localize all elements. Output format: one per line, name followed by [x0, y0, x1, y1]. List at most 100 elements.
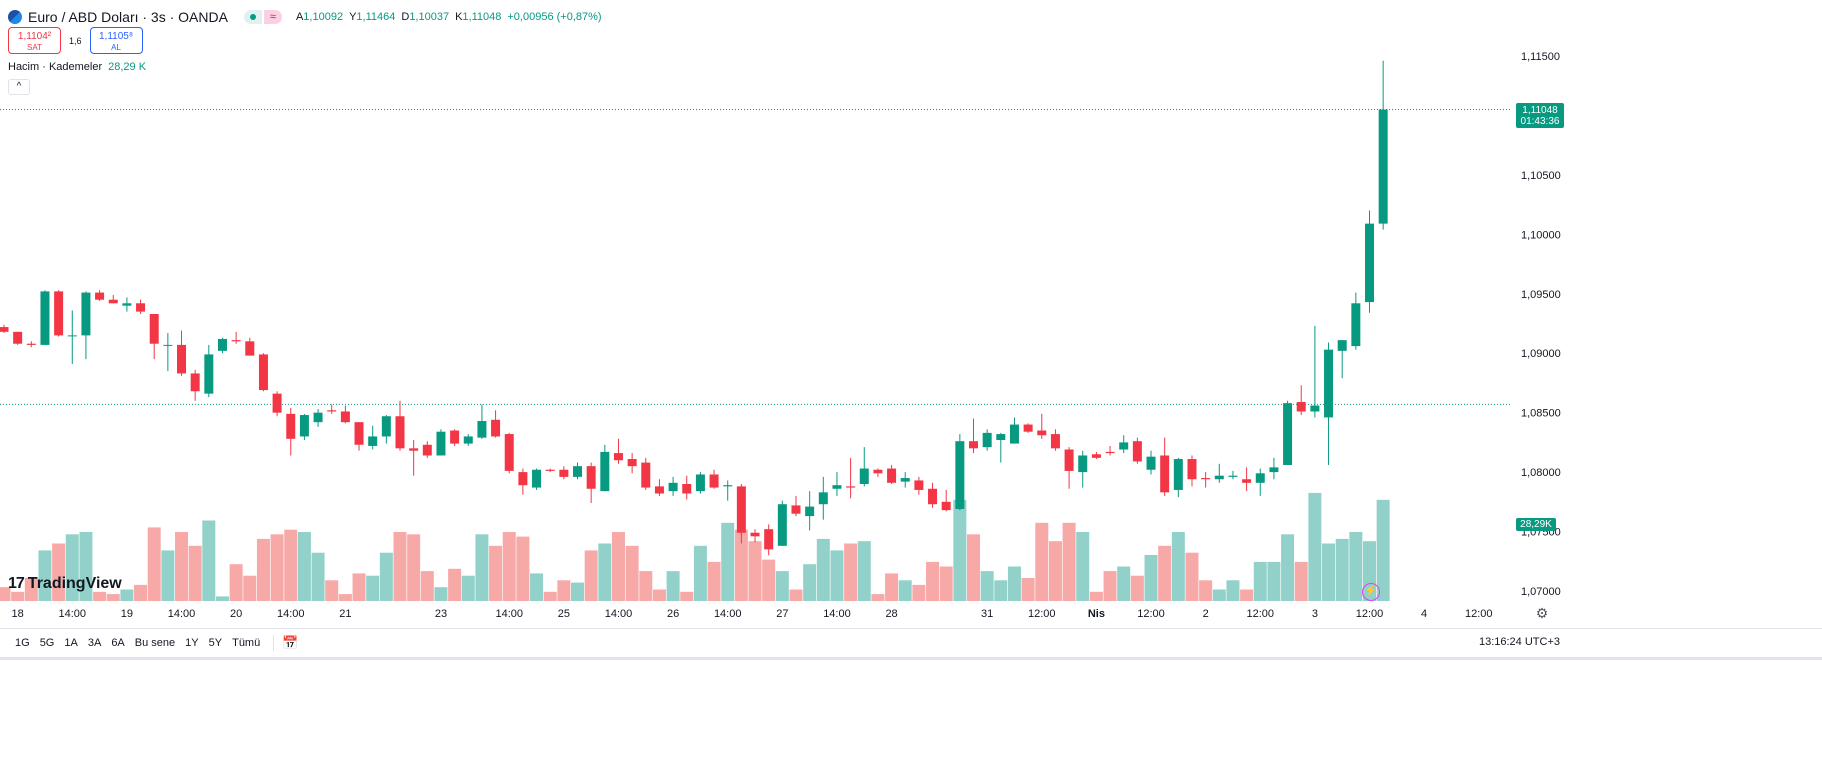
candle-body	[1160, 455, 1170, 493]
candle-body	[900, 478, 910, 482]
volume-bar	[844, 543, 858, 601]
volume-bar	[188, 545, 202, 601]
volume-bar	[256, 538, 270, 601]
candle-body	[67, 335, 77, 337]
volume-bar	[270, 534, 284, 601]
range-button[interactable]: 1A	[64, 636, 78, 649]
date-range-buttons: 1G 5G 1A 3A 6A Bu sene 1Y 5Y Tümü	[10, 637, 265, 649]
volume-bar	[1267, 561, 1281, 601]
sell-button[interactable]: 1,1104² SAT	[8, 27, 61, 54]
candle-body	[559, 469, 569, 477]
range-button[interactable]: 6A	[111, 636, 125, 649]
volume-bar	[967, 534, 981, 601]
volume-bar	[611, 532, 625, 601]
range-button[interactable]: 5G	[39, 636, 55, 649]
candle-body	[545, 469, 555, 471]
price-axis-label: 1,08500	[1521, 408, 1561, 420]
candle-body	[805, 506, 815, 517]
candle-body	[368, 436, 378, 446]
divider	[273, 634, 275, 651]
candle-body	[1378, 109, 1388, 224]
candle-body	[272, 393, 282, 413]
market-status[interactable]: ≈	[243, 10, 282, 24]
gear-icon[interactable]: ⚙	[1535, 605, 1549, 621]
candle-body	[818, 492, 828, 505]
volume-bar	[1226, 580, 1240, 601]
candle-body	[381, 416, 391, 437]
volume-legend[interactable]: Hacim · Kademeler 28,29 K	[8, 61, 146, 73]
volume-bar	[338, 594, 352, 601]
candle-body	[1105, 451, 1115, 454]
buy-button[interactable]: 1,1105⁸ AL	[89, 27, 143, 54]
calendar-goto-icon[interactable]: 📅	[282, 634, 299, 650]
candle-body	[1269, 467, 1279, 473]
ohlc-value: 1,11048	[462, 11, 502, 23]
volume-bar	[857, 541, 871, 601]
tradingview-logo[interactable]: 17 TradingView	[8, 575, 122, 593]
ohlc-key: D	[401, 11, 410, 23]
candle-body	[1201, 478, 1211, 480]
volume-bar	[680, 591, 694, 601]
time-axis-label: 31	[981, 608, 993, 620]
time-axis-label: 26	[667, 608, 679, 620]
volume-bar	[215, 596, 229, 601]
candle-body	[340, 411, 350, 423]
ohlc-item: A1,10092	[296, 11, 343, 23]
candle-body	[286, 413, 296, 439]
candle-body	[641, 462, 651, 488]
volume-bar	[243, 575, 257, 601]
candle-body	[518, 472, 528, 486]
candlestick-chart[interactable]: 1,115001,110001,105001,100001,095001,090…	[0, 0, 1822, 630]
candle-body	[13, 331, 23, 344]
price-axis-label: 1,10500	[1521, 170, 1561, 182]
range-button[interactable]: 1G	[15, 636, 30, 649]
price-axis-label: 1,08000	[1521, 467, 1561, 479]
time-axis-label: 25	[558, 608, 570, 620]
time-axis-label: 28	[885, 608, 897, 620]
candle-body	[873, 469, 883, 474]
candle-body	[1283, 403, 1293, 465]
range-button[interactable]: Bu sene	[134, 636, 176, 649]
candle-body	[245, 341, 255, 356]
volume-bar	[134, 584, 148, 601]
volume-bar	[420, 571, 434, 601]
volume-bar	[0, 587, 11, 601]
range-button[interactable]: Tümü	[232, 636, 261, 649]
time-axis-label: 23	[435, 608, 447, 620]
utc-clock[interactable]: 13:16:24 UTC+3	[1478, 636, 1560, 648]
volume-bar	[530, 573, 544, 601]
sell-label: SAT	[27, 43, 42, 52]
range-button[interactable]: 5Y	[208, 636, 223, 649]
volume-bar	[707, 561, 721, 601]
volume-bar	[721, 522, 735, 601]
symbol-title[interactable]: Euro / ABD Doları · 3s · OANDA	[28, 9, 228, 25]
time-axis-label: 14:00	[714, 608, 742, 620]
time-axis-label: 12:00	[1356, 608, 1384, 620]
logo-text: TradingView	[27, 575, 122, 592]
volume-bar	[1171, 532, 1185, 601]
currency-flag-icon	[8, 10, 22, 24]
volume-bar	[366, 575, 380, 601]
lightning-icon[interactable]: ⚡	[1362, 583, 1380, 601]
range-button[interactable]: 1Y	[185, 636, 199, 649]
volume-bar	[393, 532, 407, 601]
trade-buttons: 1,1104² SAT 1,6 1,1105⁸ AL	[8, 27, 143, 54]
volume-bar	[734, 529, 748, 601]
candle-body	[108, 299, 118, 304]
range-button[interactable]: 3A	[87, 636, 102, 649]
candle-body	[217, 338, 227, 351]
price-axis-label: 1,09000	[1521, 348, 1561, 360]
volume-bar	[939, 566, 953, 601]
volume-bar	[106, 594, 120, 601]
volume-bar	[1253, 561, 1267, 601]
volume-bar	[147, 527, 161, 601]
candle-body	[1173, 459, 1183, 490]
volume-bar	[1144, 555, 1158, 601]
volume-bar	[297, 532, 311, 601]
collapse-legend-button[interactable]: ^	[8, 79, 30, 95]
candle-body	[955, 441, 965, 509]
candle-body	[1296, 401, 1306, 412]
ohlc-item: Y1,11464	[349, 11, 395, 23]
volume-bar	[762, 559, 776, 601]
